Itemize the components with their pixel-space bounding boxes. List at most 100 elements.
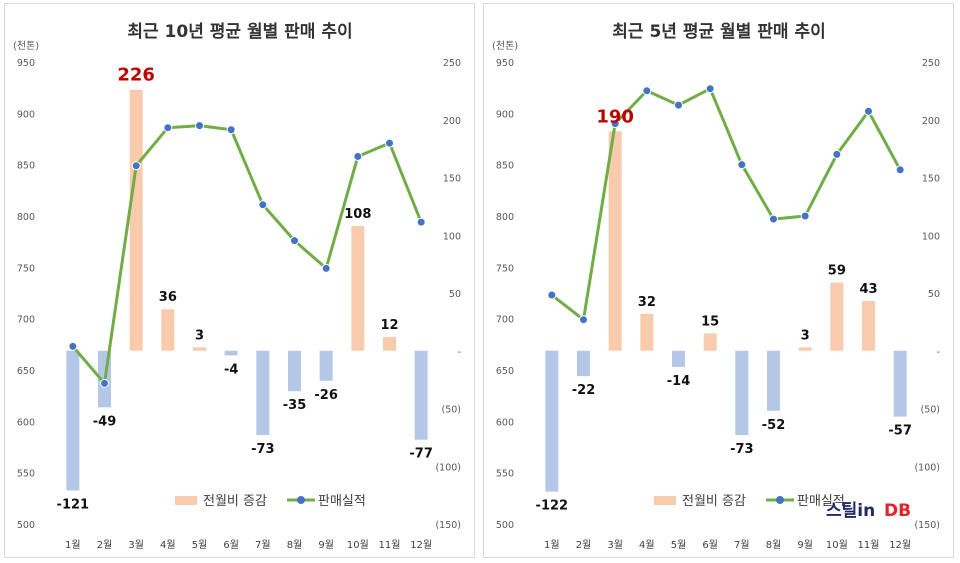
x-axis-tick: 11월	[379, 539, 401, 551]
chart-5yr: 최근 5년 평균 월별 판매 추이 (천톤) 500 550 600 650 700 750 8…	[492, 22, 940, 551]
sales-point	[385, 138, 394, 148]
bar-data-label: -77	[409, 447, 433, 462]
left-axis-tick: 950	[17, 58, 35, 69]
bar-data-label: -49	[93, 414, 117, 429]
sales-line	[550, 87, 902, 322]
x-axis-tick: 2월	[576, 539, 592, 551]
bar-data-label: -35	[283, 398, 307, 413]
bar-mom-change	[193, 347, 206, 351]
sales-point	[321, 263, 331, 273]
left-axis-tick: 500	[496, 520, 514, 531]
left-axis-tick: 850	[17, 161, 35, 172]
sales-point	[353, 151, 363, 161]
right-axis-tick: 250	[922, 58, 940, 69]
bar-data-label: -121	[57, 498, 90, 513]
legend-swatch-marker	[776, 496, 784, 504]
x-axis-tick: 9월	[318, 539, 334, 551]
sales-point	[832, 149, 842, 159]
legend: 전월비 증감 판매실적	[654, 494, 845, 509]
bar-mom-change	[672, 350, 685, 367]
chart-panel-5yr: 최근 5년 평균 월별 판매 추이 (천톤) 500 550 600 650 700 750 8…	[483, 3, 954, 558]
left-axis-tick: 550	[496, 469, 514, 480]
bar-mom-change	[383, 336, 396, 351]
chart-title: 최근 10년 평균 월별 판매 추이	[127, 22, 352, 42]
x-axis-tick: 7월	[255, 539, 271, 551]
logo-text-part2: DB	[884, 501, 911, 521]
left-axis-tick: 600	[17, 417, 35, 428]
left-axis-tick: 700	[496, 315, 514, 326]
left-axis-tick: 650	[17, 366, 35, 377]
x-axis-tick: 12월	[889, 539, 911, 551]
logo-text-part1: 스틸in	[826, 500, 875, 521]
bar-data-label: -57	[888, 424, 912, 439]
x-axis-tick: 11월	[858, 539, 880, 551]
legend-label-bar: 전월비 증감	[682, 494, 746, 509]
sales-point	[705, 84, 715, 94]
right-axis-tick: (150)	[435, 520, 461, 531]
bar-mom-change	[319, 350, 333, 381]
sales-point	[226, 125, 236, 135]
bar-mom-change	[256, 350, 270, 436]
bar-data-label: 3	[195, 328, 204, 343]
x-axis-tick: 5월	[192, 539, 208, 551]
chart-10yr: 최근 10년 평균 월별 판매 추이 (천톤) 500 550 600 650 700 750…	[13, 22, 461, 551]
bar-mom-change	[798, 347, 812, 351]
right-axis-tick: -	[458, 347, 461, 358]
bar-data-label: 15	[701, 314, 719, 329]
sales-point	[737, 160, 747, 170]
sales-point	[416, 217, 426, 227]
right-axis-tick: (150)	[914, 520, 940, 531]
legend: 전월비 증감 판매실적	[175, 494, 366, 509]
bar-mom-change	[830, 282, 844, 351]
x-axis-tick: 9월	[797, 539, 813, 551]
bar-mom-change	[703, 333, 717, 351]
left-axis-tick: 900	[496, 109, 514, 120]
sales-point	[131, 161, 141, 171]
bar-data-label: -73	[730, 442, 754, 457]
bar-data-label: -26	[314, 388, 338, 403]
bar-data-label: 226	[117, 65, 155, 86]
right-axis-tick: 100	[443, 231, 461, 242]
bar-data-label: 108	[344, 207, 371, 222]
bar-data-label: -14	[667, 374, 691, 389]
right-axis-tick: 200	[922, 116, 940, 127]
sales-point	[579, 315, 588, 325]
sales-line	[71, 124, 423, 385]
sales-point	[800, 211, 810, 221]
sales-point	[642, 86, 652, 96]
legend-swatch-marker	[297, 496, 305, 504]
left-axis-tick: 850	[496, 161, 514, 172]
bar-data-label: 43	[859, 282, 877, 297]
bar-mom-change	[767, 350, 780, 411]
right-axis-tick: (100)	[435, 462, 461, 473]
bar-mom-change	[608, 131, 622, 351]
bar-mom-change	[893, 350, 907, 417]
right-axis-tick: 50	[928, 289, 940, 300]
right-axis-tick: (100)	[914, 462, 940, 473]
left-axis-tick: 750	[17, 263, 35, 274]
bar-data-label: 32	[638, 295, 656, 310]
sales-point	[100, 378, 109, 388]
x-axis-tick: 2월	[97, 539, 113, 551]
x-axis-tick: 8월	[766, 539, 782, 551]
bar-data-label: -4	[224, 362, 238, 377]
bar-data-label: 12	[380, 318, 398, 333]
x-axis-tick: 10월	[347, 539, 369, 551]
x-axis-tick: 7월	[734, 539, 750, 551]
bar-data-label: 3	[801, 328, 810, 343]
bar-mom-change	[577, 350, 590, 377]
x-axis-tick: 4월	[639, 539, 655, 551]
sales-point	[163, 123, 173, 133]
right-axis-tick: 200	[443, 116, 461, 127]
logo: 스틸in DB	[826, 500, 911, 521]
right-axis-tick: 150	[922, 174, 940, 185]
bar-mom-change	[129, 89, 143, 351]
x-axis-tick: 4월	[160, 539, 176, 551]
right-axis-tick: 100	[922, 231, 940, 242]
legend-label-line: 판매실적	[318, 494, 366, 509]
bar-mom-change	[414, 350, 428, 440]
left-axis-tick: 950	[496, 58, 514, 69]
left-axis-tick: 600	[496, 417, 514, 428]
right-axis-tick: 150	[443, 174, 461, 185]
sales-point	[769, 214, 778, 224]
